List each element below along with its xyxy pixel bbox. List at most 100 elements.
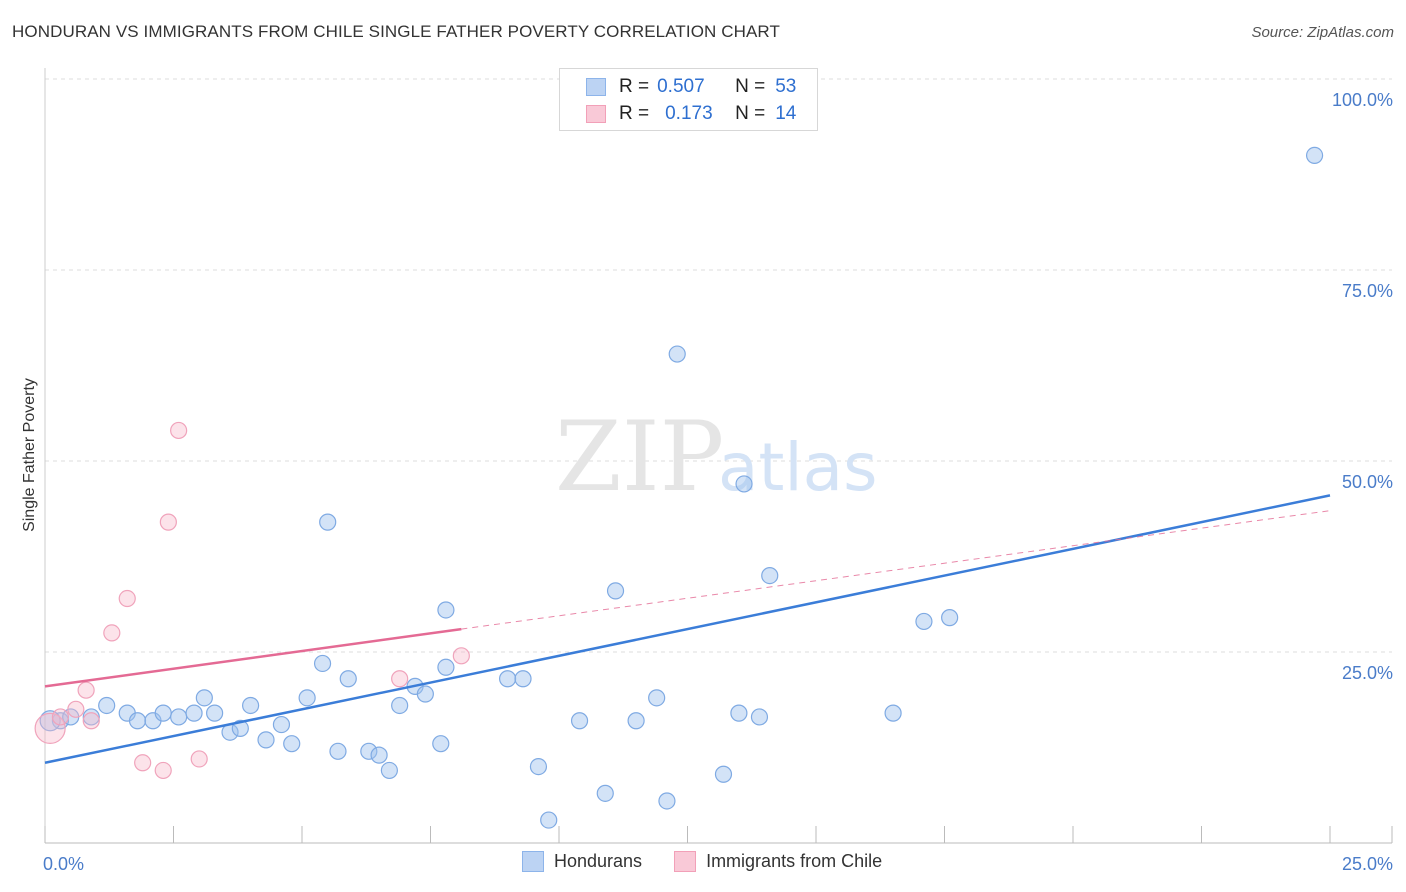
legend-n-label: N = [735, 76, 766, 97]
point-hondurans [391, 696, 409, 715]
point-hondurans [658, 792, 676, 810]
y-tick-label: 50.0% [1342, 472, 1393, 492]
point-hondurans [606, 582, 625, 600]
point-chile [170, 421, 188, 440]
y-tick-label: 100.0% [1332, 90, 1393, 110]
point-hondurans [596, 784, 614, 802]
point-hondurans [1305, 146, 1324, 164]
point-hondurans [170, 708, 188, 726]
point-hondurans [283, 735, 301, 753]
point-hondurans [98, 696, 116, 715]
trendline-hondurans [44, 494, 1331, 765]
point-hondurans [884, 704, 902, 722]
point-hondurans [432, 735, 450, 753]
series-legend: Hondurans Immigrants from Chile [522, 851, 914, 872]
point-hondurans [370, 746, 388, 764]
point-chile [134, 754, 152, 772]
point-hondurans [915, 612, 933, 631]
point-hondurans [730, 704, 748, 722]
point-hondurans [735, 475, 753, 493]
legend-label-hondurans: Hondurans [554, 851, 643, 871]
point-hondurans [242, 696, 260, 715]
watermark-zip: ZIP [555, 401, 724, 513]
legend-swatch-hondurans [522, 851, 544, 872]
point-hondurans [360, 742, 378, 760]
x-tick-label: 0.0% [43, 854, 84, 874]
chart-title: HONDURAN VS IMMIGRANTS FROM CHILE SINGLE… [12, 22, 780, 41]
point-chile [34, 712, 66, 745]
point-hondurans [195, 689, 213, 707]
point-hondurans [82, 708, 100, 726]
point-chile [82, 712, 100, 730]
point-hondurans [514, 670, 532, 688]
point-hondurans [298, 689, 316, 707]
point-hondurans [128, 712, 147, 730]
point-hondurans [339, 670, 357, 688]
ticks-layer: 100.0% 75.0% 50.0% 25.0% 0.0% 25.0% [43, 90, 1393, 874]
point-hondurans [540, 811, 558, 829]
point-hondurans [154, 704, 172, 722]
point-chile [452, 647, 470, 665]
point-hondurans [648, 689, 666, 707]
legend-label-chile: Immigrants from Chile [706, 851, 883, 871]
legend-item-chile: Immigrants from Chile [674, 851, 882, 872]
points-layer [34, 146, 1324, 829]
point-hondurans [231, 719, 249, 738]
legend-r-label: R = [619, 103, 650, 124]
grid-layer [45, 78, 1392, 653]
trend-layer [44, 494, 1331, 765]
point-chile [190, 750, 208, 768]
point-hondurans [329, 742, 347, 760]
legend-row-hondurans: R = 0.507 N = 53 [586, 75, 796, 99]
point-hondurans [941, 609, 959, 627]
point-chile [67, 700, 85, 718]
point-hondurans [39, 710, 61, 732]
trendline-chile-extension [461, 510, 1331, 630]
legend-row-chile: R = 0.173 N = 14 [586, 102, 796, 126]
y-axis-label: Single Father Poverty [21, 378, 38, 532]
legend-item-hondurans: Hondurans [522, 851, 642, 872]
point-hondurans [499, 670, 517, 688]
point-hondurans [761, 566, 779, 585]
point-hondurans [185, 704, 203, 722]
point-hondurans [627, 712, 645, 730]
point-hondurans [257, 731, 275, 749]
point-hondurans [319, 513, 337, 531]
point-hondurans [750, 708, 769, 726]
point-chile [118, 589, 136, 608]
point-chile [103, 624, 121, 642]
y-tick-label: 25.0% [1342, 663, 1393, 683]
legend-swatch-hondurans [586, 78, 606, 96]
legend-n-value: 14 [775, 103, 797, 124]
point-hondurans [206, 704, 224, 722]
legend-r-value: 0.173 [665, 103, 713, 124]
point-hondurans [272, 715, 291, 734]
legend-swatch-chile [586, 105, 606, 123]
legend-r-value: 0.507 [657, 76, 705, 97]
trendline-chile [44, 627, 462, 688]
source-credit: Source: ZipAtlas.com [1251, 24, 1394, 41]
point-hondurans [313, 654, 332, 673]
point-chile [154, 761, 172, 780]
legend-swatch-chile [674, 851, 697, 872]
point-hondurans [714, 765, 733, 783]
point-chile [159, 513, 177, 531]
watermark: ZIP atlas [555, 401, 878, 513]
x-tick-label: 25.0% [1342, 854, 1393, 874]
watermark-atlas: atlas [718, 429, 878, 506]
point-chile [77, 681, 95, 699]
legend-n-label: N = [735, 103, 766, 124]
legend-n-value: 53 [775, 76, 797, 97]
stats-legend: R = 0.507 N = 53 R = 0.173 N = 14 [559, 68, 818, 131]
point-hondurans [380, 761, 398, 780]
point-hondurans [529, 757, 548, 776]
point-hondurans [437, 601, 455, 619]
legend-r-label: R = [619, 76, 650, 97]
y-tick-label: 75.0% [1342, 281, 1393, 301]
point-chile [51, 708, 70, 726]
point-hondurans [437, 658, 455, 676]
point-hondurans [570, 712, 589, 730]
point-hondurans [668, 345, 686, 363]
point-chile [391, 670, 409, 688]
